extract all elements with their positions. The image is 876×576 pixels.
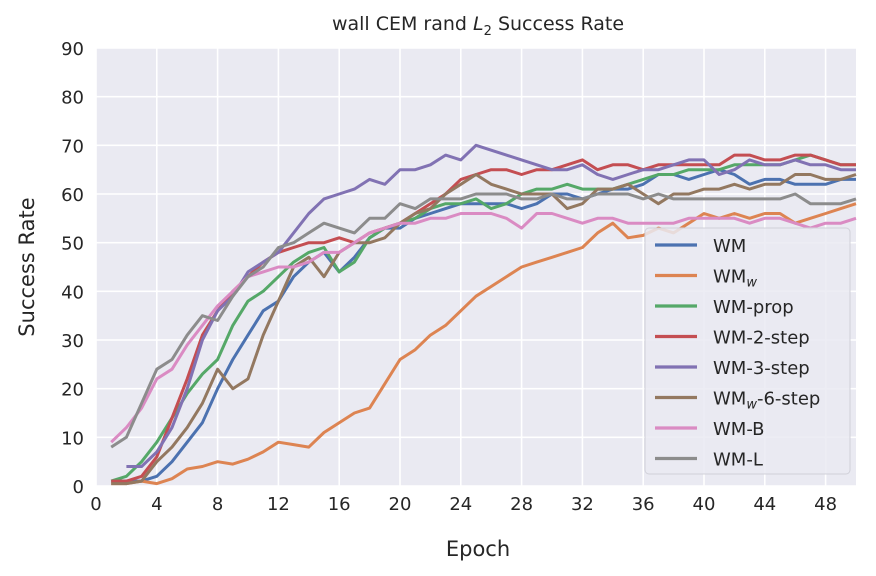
y-axis-label: Success Rate — [15, 197, 39, 336]
y-tick-label: 0 — [73, 477, 84, 498]
legend-label: WM-3-step — [713, 358, 810, 379]
y-tick-label: 60 — [61, 185, 84, 206]
x-axis-label: Epoch — [446, 537, 510, 561]
y-tick-label: 50 — [61, 234, 84, 255]
series-lines — [110, 143, 857, 486]
x-tick-label: 4 — [151, 494, 162, 515]
x-tick-label: 12 — [267, 494, 290, 515]
y-tick-label: 70 — [61, 136, 84, 157]
legend-label: WM — [713, 236, 746, 257]
series-line-wm-l — [110, 192, 857, 449]
y-tick-label: 90 — [61, 39, 84, 60]
x-tick-label: 0 — [90, 494, 101, 515]
legend-entry: WM-prop — [655, 297, 794, 318]
series-line-wm-3-step — [126, 143, 856, 468]
legend-entry: WMw — [655, 267, 757, 291]
x-tick-label: 44 — [753, 494, 776, 515]
x-tick-label: 16 — [328, 494, 351, 515]
series-line-wmw — [111, 202, 857, 486]
legend-label: WM-B — [713, 419, 765, 440]
y-tick-label: 40 — [61, 282, 84, 303]
legend-label: WM-L — [713, 450, 763, 471]
legend-label: WMw-6-step — [713, 389, 820, 413]
legend-entry: WM-B — [655, 419, 765, 440]
tick-labels: 0 4 8 12 16 20 24 28 32 36 40 44 4801020304050607080… — [61, 39, 837, 515]
legend-entry: WM-L — [655, 450, 763, 471]
x-tick-label: 32 — [571, 494, 594, 515]
x-tick-label: 8 — [212, 494, 223, 515]
chart-title: wall CEM rand L2 Success Rate — [332, 13, 624, 39]
x-tick-label: 24 — [449, 494, 472, 515]
series-line-wm-b — [110, 212, 857, 444]
y-tick-label: 30 — [61, 331, 84, 352]
series-line-wmw-6-step — [111, 173, 857, 486]
legend-box — [644, 227, 851, 475]
legend-entry: WM-2-step — [655, 328, 810, 349]
legend: WM WMw WM-prop WM-2-step WM-3-step WMw-6-step… — [644, 227, 851, 475]
legend-entry: WMw-6-step — [655, 389, 820, 413]
legend-entry: WM-3-step — [655, 358, 810, 379]
x-tick-label: 48 — [814, 494, 837, 515]
legend-entry: WM — [655, 236, 746, 257]
x-tick-label: 40 — [693, 494, 716, 515]
legend-label: WM-prop — [713, 297, 794, 318]
x-tick-label: 20 — [389, 494, 412, 515]
legend-label: WM-2-step — [713, 328, 810, 349]
series-line-wm-prop — [110, 153, 856, 483]
y-tick-label: 20 — [61, 380, 84, 401]
legend-label: WMw — [713, 267, 757, 291]
x-tick-label: 36 — [632, 494, 655, 515]
x-tick-label: 28 — [510, 494, 533, 515]
y-tick-label: 10 — [61, 428, 84, 449]
y-tick-label: 80 — [61, 88, 84, 109]
